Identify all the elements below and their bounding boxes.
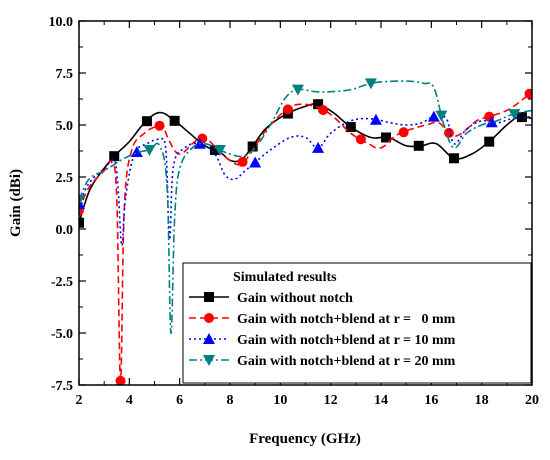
legend-entry: Gain without notch (189, 291, 353, 306)
x-tick-label: 18 (475, 393, 489, 408)
legend-marker (203, 333, 215, 344)
legend-label: Gain without notch (237, 291, 353, 306)
data-point (237, 156, 248, 167)
legend-title: Simulated results (233, 270, 337, 285)
series-4 (79, 78, 532, 334)
y-tick-label: -2.5 (51, 275, 73, 290)
y-tick-label: 2.5 (56, 171, 74, 186)
tick-labels: 2 4 6 8 10 12 14 16 18 20 10.0 7.5 5.0 2.5 0.0 -2.5 -5.0… (49, 15, 540, 408)
x-tick-label: 8 (227, 393, 234, 408)
x-tick-label: 20 (525, 393, 539, 408)
legend-label: Gain with notch+blend at r = 0 mm (237, 312, 456, 327)
series-line (79, 80, 532, 334)
data-point (213, 144, 226, 156)
data-point (381, 132, 392, 143)
data-point (516, 112, 527, 123)
data-point (291, 84, 304, 96)
data-point (448, 153, 459, 164)
legend-label: Gain with notch+blend at r = 20 mm (237, 354, 456, 369)
data-point (79, 217, 84, 228)
x-tick-label: 10 (273, 393, 287, 408)
data-point (355, 134, 366, 145)
series-2 (79, 88, 532, 385)
data-point (313, 99, 324, 110)
data-point (443, 127, 454, 138)
data-point (485, 116, 498, 128)
data-point (435, 110, 448, 122)
x-tick-label: 6 (176, 393, 183, 408)
data-point (413, 140, 424, 151)
series-line (79, 114, 532, 247)
data-point (130, 146, 143, 158)
series-group (79, 78, 532, 385)
series-1 (79, 99, 532, 228)
legend-entry: Gain with notch+blend at r = 20 mm (189, 354, 456, 369)
data-point (484, 136, 495, 147)
y-tick-label: 7.5 (56, 67, 74, 82)
data-point (143, 144, 156, 156)
legend-entry: Gain with notch+blend at r = 0 mm (189, 312, 456, 327)
x-tick-label: 16 (424, 393, 438, 408)
x-tick-label: 12 (324, 393, 338, 408)
legend: Simulated results Gain without notchGain… (182, 262, 532, 384)
y-tick-label: 10.0 (49, 15, 74, 30)
data-point (312, 141, 325, 153)
data-point (169, 115, 180, 126)
data-point (398, 127, 409, 138)
legend-entry: Gain with notch+blend at r = 10 mm (189, 333, 456, 348)
data-point (209, 144, 220, 155)
y-tick-label: 0.0 (56, 223, 74, 238)
series-3 (79, 110, 532, 247)
data-point (369, 113, 382, 125)
plot-frame (78, 20, 533, 386)
data-point (345, 122, 356, 133)
legend-marker (204, 292, 214, 302)
data-point (79, 194, 85, 206)
legend-marker (203, 355, 215, 366)
legend-entries: Gain without notch Gain with notch+blend … (189, 291, 456, 369)
data-point (141, 116, 152, 127)
data-point (154, 120, 165, 131)
y-tick-label: -7.5 (51, 379, 73, 394)
data-point (109, 151, 120, 162)
x-axis-title: Frequency (GHz) (249, 431, 361, 447)
data-point (115, 375, 126, 385)
data-point (524, 88, 532, 99)
x-tick-label: 14 (374, 393, 388, 408)
data-point (427, 110, 440, 122)
data-point (508, 109, 521, 121)
legend-box (182, 262, 532, 384)
y-tick-label: 5.0 (56, 119, 74, 134)
data-point (318, 105, 329, 116)
y-axis-title: Gain (dBi) (8, 169, 24, 237)
data-point (364, 78, 377, 90)
y-tick-label: -5.0 (51, 327, 73, 342)
x-tick-label: 4 (126, 393, 133, 408)
data-point (249, 156, 262, 168)
data-point (282, 104, 293, 115)
legend-marker (204, 313, 214, 323)
legend-label: Gain with notch+blend at r = 10 mm (237, 333, 456, 348)
data-point (247, 141, 258, 152)
x-tick-label: 2 (76, 393, 83, 408)
